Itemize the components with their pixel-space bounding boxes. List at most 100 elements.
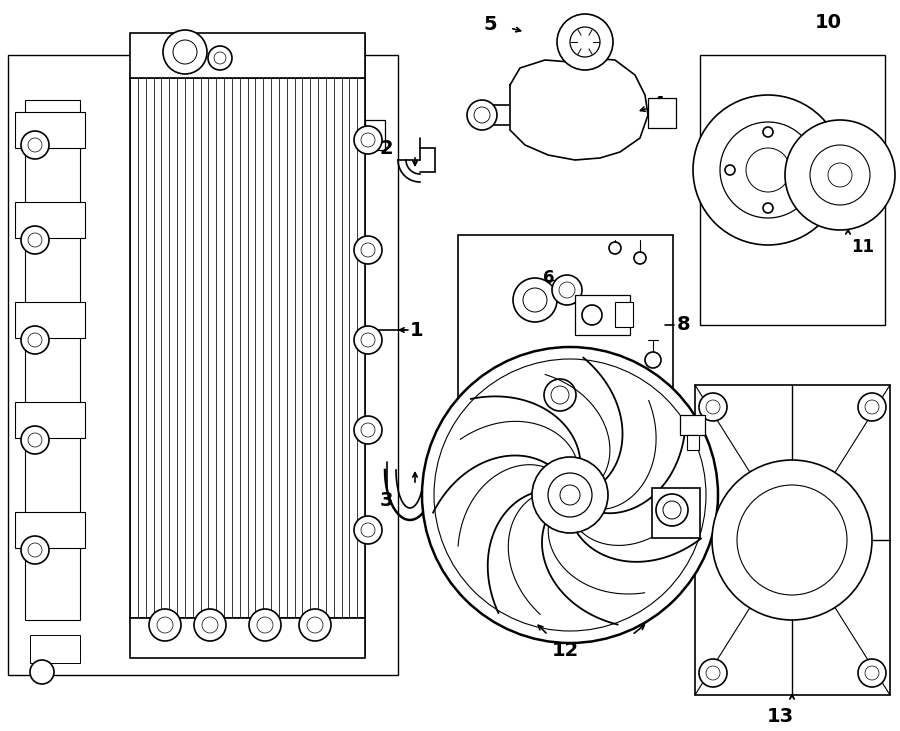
Circle shape (28, 233, 42, 247)
Circle shape (361, 333, 375, 347)
Bar (652, 488, 700, 538)
Circle shape (513, 278, 557, 322)
Circle shape (551, 386, 569, 404)
Text: 5: 5 (483, 15, 497, 34)
Circle shape (422, 347, 718, 643)
Circle shape (559, 282, 575, 298)
Circle shape (354, 126, 382, 154)
Text: 7: 7 (622, 301, 634, 319)
Circle shape (354, 236, 382, 264)
Circle shape (474, 107, 490, 123)
Circle shape (299, 609, 331, 641)
Circle shape (656, 494, 688, 526)
Bar (130, 78, 365, 618)
Bar (15, 402, 85, 438)
Circle shape (582, 305, 602, 325)
Circle shape (801, 165, 811, 175)
Circle shape (693, 95, 843, 245)
Circle shape (354, 516, 382, 544)
Circle shape (214, 52, 226, 64)
Text: 2: 2 (380, 138, 393, 157)
Text: 8: 8 (677, 316, 690, 335)
Circle shape (208, 46, 232, 70)
Circle shape (706, 666, 720, 680)
Text: 9: 9 (547, 406, 559, 424)
Circle shape (354, 416, 382, 444)
Bar (695, 385, 890, 695)
Circle shape (467, 100, 497, 130)
Circle shape (257, 617, 273, 633)
Circle shape (828, 163, 852, 187)
Circle shape (434, 359, 706, 631)
Circle shape (720, 122, 816, 218)
Circle shape (737, 485, 847, 595)
Text: 10: 10 (815, 12, 842, 31)
Circle shape (570, 27, 600, 57)
Circle shape (28, 543, 42, 557)
Circle shape (202, 617, 218, 633)
Circle shape (157, 617, 173, 633)
Bar (700, 55, 885, 325)
Circle shape (307, 617, 323, 633)
Text: 13: 13 (767, 706, 794, 725)
Circle shape (21, 326, 49, 354)
Bar (8, 55, 398, 675)
Circle shape (21, 131, 49, 159)
Circle shape (699, 659, 727, 687)
Circle shape (532, 457, 608, 533)
Circle shape (149, 609, 181, 641)
Bar (687, 435, 699, 450)
Bar (25, 100, 80, 620)
Circle shape (523, 288, 547, 312)
Text: 4: 4 (651, 96, 664, 115)
Circle shape (560, 485, 580, 505)
Bar (540, 280, 570, 300)
Circle shape (21, 226, 49, 254)
Bar (458, 235, 673, 455)
Bar (365, 120, 385, 150)
Circle shape (663, 501, 681, 519)
Bar (680, 415, 705, 435)
Circle shape (763, 203, 773, 213)
Polygon shape (510, 58, 648, 160)
Circle shape (699, 393, 727, 421)
Circle shape (865, 400, 879, 414)
Circle shape (763, 127, 773, 137)
Circle shape (361, 133, 375, 147)
Circle shape (865, 666, 879, 680)
Bar (15, 112, 85, 148)
Circle shape (552, 275, 582, 305)
Circle shape (21, 536, 49, 564)
Bar (15, 302, 85, 338)
Circle shape (858, 393, 886, 421)
Circle shape (28, 433, 42, 447)
Circle shape (712, 460, 872, 620)
Circle shape (361, 423, 375, 437)
Circle shape (354, 326, 382, 354)
Circle shape (725, 165, 735, 175)
Circle shape (28, 333, 42, 347)
Circle shape (785, 120, 895, 230)
Text: 3: 3 (380, 491, 393, 510)
Text: 6: 6 (544, 269, 555, 287)
Bar (575, 295, 630, 335)
Circle shape (810, 145, 870, 205)
Circle shape (609, 242, 621, 254)
Bar (648, 98, 676, 128)
Circle shape (361, 243, 375, 257)
Circle shape (173, 40, 197, 64)
Text: 11: 11 (851, 238, 874, 256)
Bar (15, 202, 85, 238)
Bar (130, 33, 365, 78)
Circle shape (858, 659, 886, 687)
Circle shape (249, 609, 281, 641)
Circle shape (557, 14, 613, 70)
Bar (15, 512, 85, 548)
Circle shape (746, 148, 790, 192)
Circle shape (194, 609, 226, 641)
Circle shape (361, 523, 375, 537)
Circle shape (544, 379, 576, 411)
Bar (615, 302, 633, 327)
Circle shape (548, 473, 592, 517)
Circle shape (163, 30, 207, 74)
